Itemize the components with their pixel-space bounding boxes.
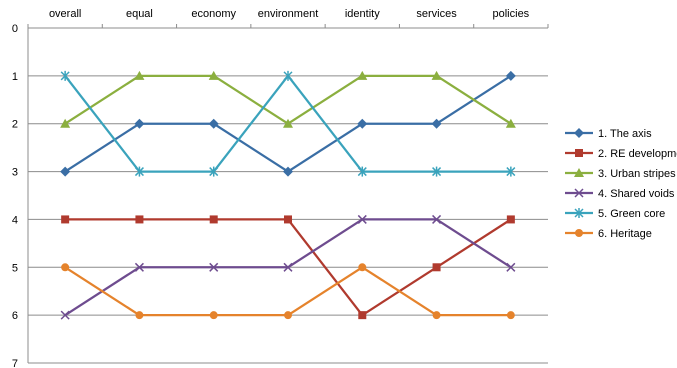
legend-label-4: 4. Shared voids <box>598 188 675 200</box>
data-point-series-6-services <box>433 311 441 319</box>
data-point-series-6-overall <box>61 263 69 271</box>
y-tick-label-7: 7 <box>12 358 18 368</box>
legend-label-1: 1. The axis <box>598 128 652 140</box>
data-point-series-2-overall <box>61 215 69 223</box>
series-line-3 <box>65 76 511 124</box>
category-label-overall: overall <box>49 8 81 20</box>
legend-label-6: 6. Heritage <box>598 228 652 240</box>
data-point-series-2-environment <box>284 215 292 223</box>
category-label-identity: identity <box>345 8 380 20</box>
category-label-economy: economy <box>191 8 236 20</box>
data-point-series-6-environment <box>284 311 292 319</box>
y-tick-label-5: 5 <box>12 262 18 274</box>
y-tick-label-1: 1 <box>12 71 18 83</box>
legend-marker-1 <box>574 128 584 138</box>
legend-marker-6 <box>575 229 583 237</box>
data-point-series-2-equal <box>135 215 143 223</box>
y-tick-label-0: 0 <box>12 23 18 35</box>
data-point-series-6-identity <box>358 263 366 271</box>
data-point-series-6-equal <box>135 311 143 319</box>
category-label-services: services <box>416 8 457 20</box>
data-point-series-2-economy <box>210 215 218 223</box>
data-point-series-6-policies <box>507 311 515 319</box>
y-tick-label-2: 2 <box>12 119 18 131</box>
legend-label-5: 5. Green core <box>598 208 665 220</box>
data-point-series-6-economy <box>210 311 218 319</box>
series-line-6 <box>65 267 511 315</box>
y-tick-label-4: 4 <box>12 214 18 226</box>
y-tick-label-6: 6 <box>12 310 18 322</box>
category-label-equal: equal <box>126 8 153 20</box>
legend-label-2: 2. RE development <box>598 148 677 160</box>
category-label-environment: environment <box>258 8 319 20</box>
category-label-policies: policies <box>493 8 530 20</box>
data-point-series-2-services <box>433 263 441 271</box>
legend-marker-2 <box>575 149 583 157</box>
legend-label-3: 3. Urban stripes <box>598 168 676 180</box>
data-point-series-2-policies <box>507 215 515 223</box>
y-tick-label-3: 3 <box>12 167 18 179</box>
data-point-series-2-identity <box>358 311 366 319</box>
